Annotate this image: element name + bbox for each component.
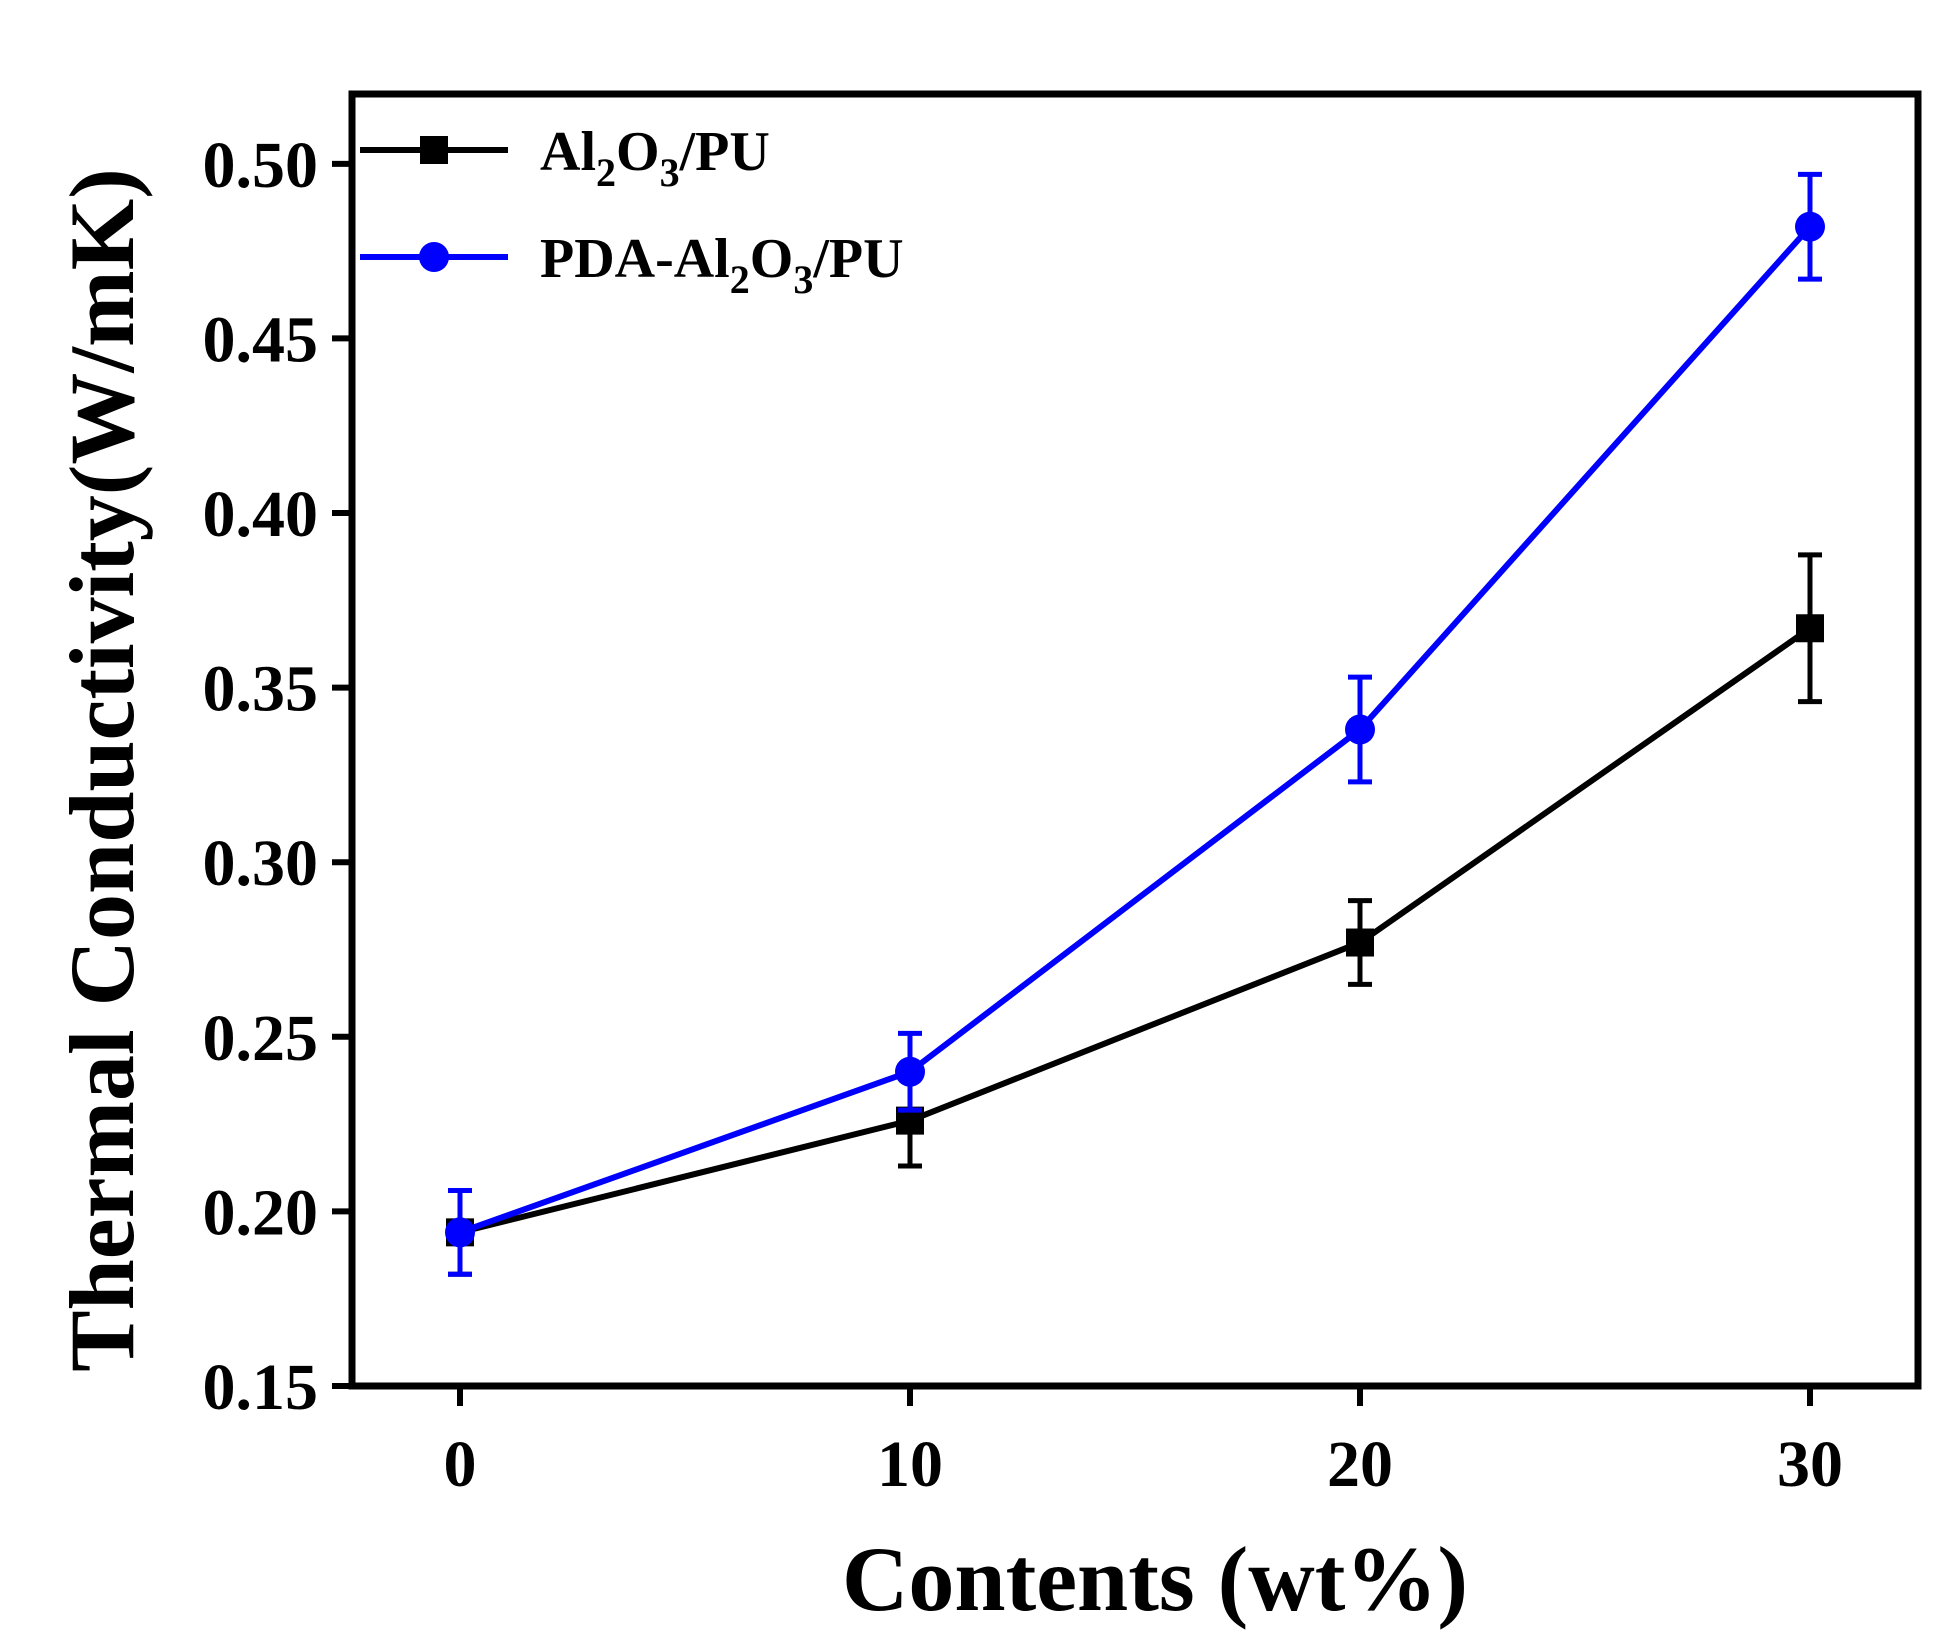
plot-area [348,90,1922,1390]
y-tick-label: 0.15 [203,1351,319,1424]
series-line [458,224,1813,1236]
legend-marker [419,242,449,272]
y-axis-title: Thermal Conductivity(W/mK) [51,168,153,1372]
y-tick-label: 0.25 [203,1002,319,1075]
data-point [895,1056,925,1087]
y-tick-label: 0.35 [203,653,319,726]
data-point [445,1217,475,1248]
data-point [1345,714,1375,745]
legend-label: PDA-Al2O3/PU [540,228,904,302]
data-point [1795,211,1825,242]
x-tick-label: 30 [1777,1428,1843,1501]
axis-ticks: 0 10 20 30 0.15 0.20 0.25 0.30 0.35 0.40 0.45 0.50 [203,129,1844,1501]
y-tick-label: 0.20 [203,1176,319,1249]
y-tick-label: 0.50 [203,129,319,202]
legend-item-2: PDA-Al2O3/PU [360,228,904,302]
x-tick-label: 20 [1327,1428,1393,1501]
series-layer [445,171,1825,1277]
data-point [1796,614,1824,643]
legend-marker [420,136,448,164]
x-tick-label: 0 [444,1428,477,1501]
y-tick-label: 0.45 [203,303,319,376]
x-axis-title: Contents (wt%) [842,1528,1468,1630]
x-tick-label: 10 [877,1428,943,1501]
series-line [459,625,1812,1236]
legend: Al2O3/PU PDA-Al2O3/PU [360,121,904,302]
legend-label: Al2O3/PU [540,121,770,195]
y-tick-label: 0.30 [203,827,319,900]
legend-item-1: Al2O3/PU [360,121,770,195]
plot-frame-box [348,90,1922,1390]
series-2 [445,171,1825,1277]
y-tick-label: 0.40 [203,478,319,551]
data-point [1346,928,1374,957]
